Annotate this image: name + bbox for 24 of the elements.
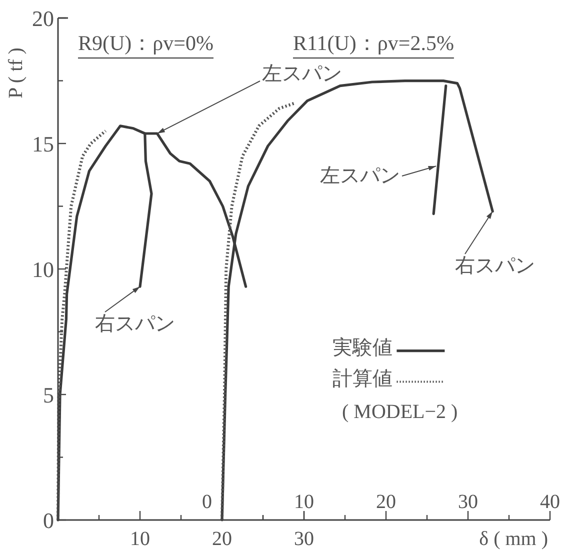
legend-label: 実験値 [332,336,393,359]
x-tick-label: 30 [294,528,314,550]
y-axis-title: P ( tf ) [5,48,27,98]
annotation: 右スパン [455,255,535,277]
x-tick-label: 20 [212,528,232,550]
annotation: 左スパン [262,63,342,85]
annotation: 右スパン [95,313,175,335]
y-tick-label: 0 [43,508,54,533]
x-tick-label: 10 [130,528,150,550]
legend-label: 計算値 [332,368,393,390]
y-tick-label: 15 [32,132,54,156]
y-tick-label: 5 [43,382,54,408]
y-tick-label: 10 [32,257,54,282]
annotation: R11(U)：ρv=2.5% [293,31,454,55]
annotation: ( MODEL−2 ) [342,401,458,423]
x2-tick-label: 0 [202,491,212,513]
x2-tick-label: 10 [294,491,314,513]
x2-tick-label: 40 [540,491,560,513]
x-axis-title: δ ( mm ) [479,528,548,550]
y-tick-label: 20 [32,6,54,31]
annotation: 左スパン [320,165,400,187]
x2-tick-label: 20 [376,491,396,513]
x2-tick-label: 30 [458,491,478,513]
annotation: R9(U)：ρv=0% [78,31,214,55]
